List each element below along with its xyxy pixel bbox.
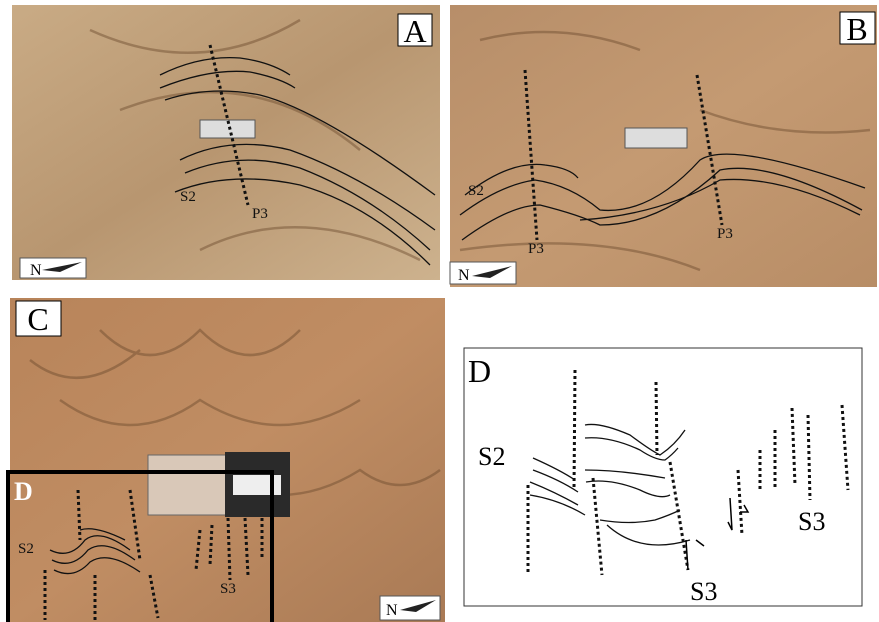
annotation: S2 <box>478 442 505 471</box>
panel-c: C D S2 S3 N <box>8 298 445 622</box>
panel-label: C <box>27 301 48 337</box>
annotation: P3 <box>717 226 733 242</box>
inset-label: D <box>14 477 33 506</box>
annotation: S2 <box>18 541 34 557</box>
compass <box>148 455 233 515</box>
figure: A S2 P3 N B S2 P3 P3 N C D S2 S3 <box>0 0 879 622</box>
annotation: S2 <box>180 189 196 205</box>
north-label: N <box>386 602 398 619</box>
north-label: N <box>458 267 470 284</box>
annotation: P3 <box>528 241 544 257</box>
panel-b: B S2 P3 P3 N <box>450 5 877 287</box>
annotation: P3 <box>252 206 268 222</box>
north-label: N <box>30 262 42 279</box>
panel-label: A <box>403 13 426 49</box>
panel-a: A S2 P3 N <box>12 5 440 280</box>
panel-label: B <box>846 11 867 47</box>
annotation: S3 <box>798 507 825 536</box>
annotation: S3 <box>690 577 717 606</box>
annotation: S3 <box>220 581 236 597</box>
annotation: S2 <box>468 183 484 199</box>
compass <box>625 128 687 148</box>
panel-d: D S2 S3 S3 <box>464 348 862 606</box>
panel-label: D <box>468 353 491 389</box>
